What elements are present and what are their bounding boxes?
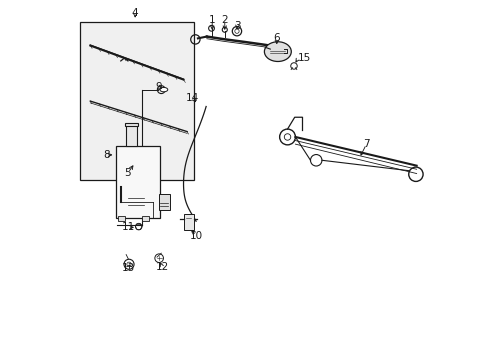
Text: 2: 2 — [221, 15, 227, 26]
Text: 13: 13 — [121, 263, 134, 273]
Text: 6: 6 — [273, 33, 280, 43]
Text: 1: 1 — [208, 15, 215, 26]
Bar — [142, 216, 149, 221]
Text: 9: 9 — [155, 82, 162, 92]
Text: 7: 7 — [363, 139, 369, 149]
Text: 12: 12 — [155, 262, 168, 272]
Text: 10: 10 — [189, 231, 202, 240]
Text: 11: 11 — [121, 222, 134, 232]
Text: 8: 8 — [103, 150, 109, 160]
Bar — [183, 214, 193, 230]
Ellipse shape — [264, 42, 291, 62]
Text: 3: 3 — [234, 21, 240, 31]
Bar — [80, 22, 194, 180]
Ellipse shape — [160, 87, 167, 92]
Bar — [116, 146, 159, 218]
Text: 15: 15 — [298, 53, 311, 63]
Text: 5: 5 — [124, 168, 131, 178]
Bar — [125, 123, 138, 126]
Bar — [159, 194, 169, 211]
Bar — [118, 216, 125, 221]
Text: 4: 4 — [132, 8, 138, 18]
Text: 14: 14 — [185, 93, 199, 103]
Bar — [126, 125, 137, 146]
